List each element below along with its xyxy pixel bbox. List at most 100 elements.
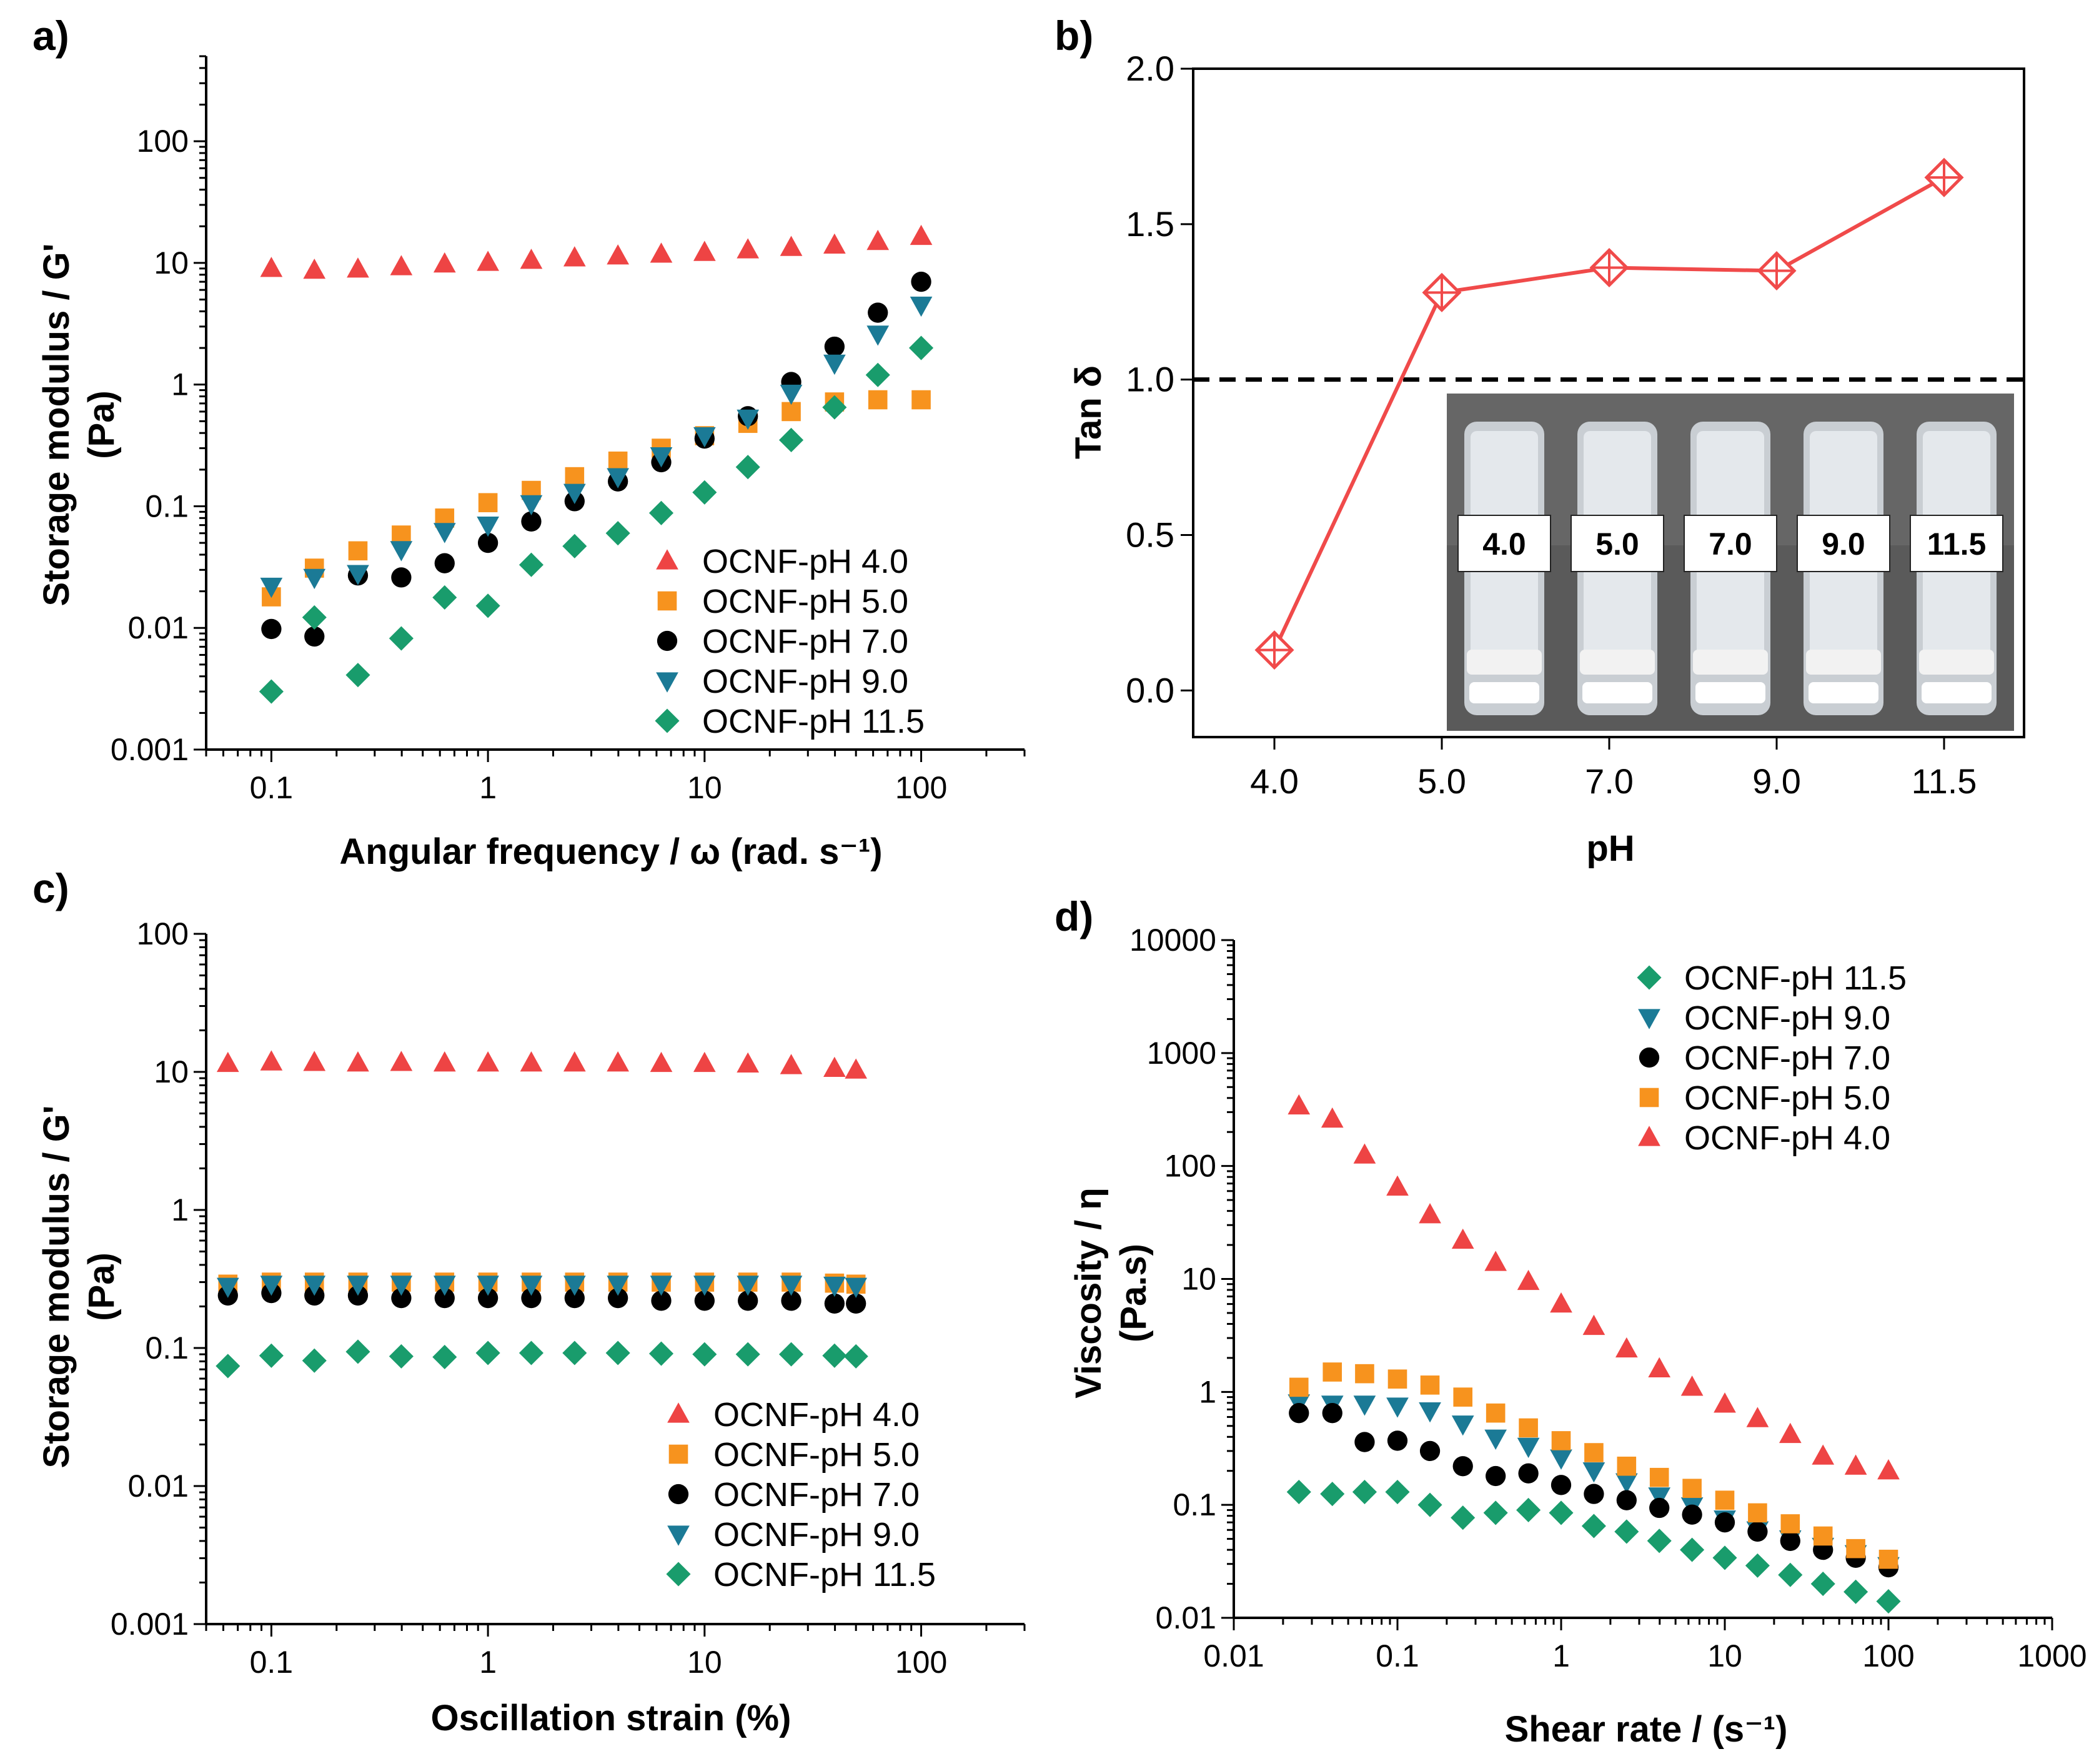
vial-liquid-band <box>1467 650 1542 675</box>
data-point <box>475 1340 500 1365</box>
panel-c-label: c) <box>32 865 69 911</box>
data-point <box>1451 1415 1474 1436</box>
data-point <box>1714 1512 1735 1533</box>
data-point <box>477 1276 499 1296</box>
tan-delta-data-point <box>1924 157 1964 197</box>
y-tick-label: 0.1 <box>145 488 189 523</box>
data-point <box>434 553 455 573</box>
data-point <box>1780 1530 1800 1551</box>
data-point <box>1387 1369 1407 1389</box>
panel-d-label: d) <box>1054 893 1093 939</box>
data-point <box>607 468 629 488</box>
panel-d-y-axis-unit: (Pa.s) <box>1113 1244 1154 1342</box>
vial-label-text: 4.0 <box>1482 527 1526 562</box>
y-tick-label: 0.001 <box>111 1607 189 1642</box>
legend-label: OCNF-pH 11.5 <box>1684 959 1907 997</box>
legend-label: OCNF-pH 9.0 <box>1684 999 1890 1037</box>
vial-liquid-band <box>1693 650 1768 675</box>
data-point <box>304 626 325 647</box>
vial-label-box <box>1684 515 1777 572</box>
panel-d-chart: 0.01 0.1 1 10 100 1000 10000 0.01 0.1 1 10 100 1000 O… <box>1054 893 2087 1750</box>
data-point <box>1419 1203 1441 1224</box>
x-tick-label: 10 <box>687 770 722 805</box>
data-point <box>1647 1529 1672 1553</box>
data-point <box>1649 1467 1669 1487</box>
legend-marker <box>1638 1126 1660 1146</box>
data-point <box>1615 1337 1638 1358</box>
data-point <box>1551 1475 1572 1495</box>
x-tick-label: 100 <box>895 1645 947 1680</box>
x-tick-label: 0.1 <box>1376 1638 1419 1673</box>
data-point <box>735 1342 760 1367</box>
data-point <box>1582 1462 1605 1483</box>
y-tick-label: 0.1 <box>145 1330 189 1365</box>
panel-b-y-axis-title: Tan δ <box>1068 365 1109 459</box>
data-point <box>1648 1357 1671 1378</box>
data-point <box>693 427 716 448</box>
data-point <box>843 1344 868 1369</box>
data-point <box>1614 1519 1639 1544</box>
data-point <box>1354 1432 1375 1452</box>
legend-label: OCNF-pH 9.0 <box>702 663 908 700</box>
data-point <box>391 567 412 588</box>
data-point <box>1320 1482 1345 1507</box>
data-point <box>846 1293 866 1314</box>
y-tick-label: 10 <box>154 245 189 280</box>
data-point <box>434 1287 455 1309</box>
data-point <box>1682 1479 1702 1499</box>
data-point <box>1288 1094 1311 1115</box>
data-point <box>1322 1362 1342 1382</box>
panel-c-x-axis-title: Oscillation strain (%) <box>431 1698 791 1738</box>
data-point <box>607 244 629 265</box>
data-point <box>520 1051 543 1072</box>
data-point <box>778 1342 804 1367</box>
data-point <box>868 302 888 323</box>
legend-marker <box>657 591 677 611</box>
data-point <box>1419 1440 1441 1462</box>
data-point <box>693 1051 716 1073</box>
legend-label: OCNF-pH 7.0 <box>713 1476 920 1514</box>
series-ph-9-0 <box>216 1276 868 1298</box>
legend-label: OCNF-pH 9.0 <box>713 1516 920 1553</box>
data-point <box>1483 1500 1508 1525</box>
tan-delta-data-point <box>1589 247 1629 288</box>
legend-marker <box>1639 1088 1659 1107</box>
data-point <box>1517 1269 1540 1291</box>
x-tick-label: 10 <box>1707 1638 1742 1673</box>
y-tick-label: 10 <box>154 1054 189 1089</box>
data-point <box>650 447 673 468</box>
data-point <box>1484 1429 1507 1450</box>
data-point <box>608 451 628 471</box>
x-tick-label: 1 <box>479 1645 497 1680</box>
data-point <box>391 1287 412 1309</box>
data-point <box>564 1287 585 1309</box>
x-tick-label: 100 <box>895 770 947 805</box>
data-point <box>478 493 498 513</box>
data-point <box>562 533 587 558</box>
data-point <box>433 523 456 543</box>
data-point <box>648 500 674 525</box>
y-tick-label: 1000 <box>1147 1036 1216 1071</box>
data-point <box>1843 1579 1868 1604</box>
legend-marker <box>656 549 678 570</box>
data-point <box>1615 1473 1638 1494</box>
data-point <box>866 325 890 346</box>
data-point <box>1846 1539 1865 1558</box>
data-point <box>910 224 933 245</box>
data-point <box>347 257 369 278</box>
y-tick-label: 2.0 <box>1126 49 1174 88</box>
data-point <box>302 605 327 630</box>
data-point <box>866 229 890 250</box>
data-point <box>780 1276 803 1296</box>
data-point <box>1682 1504 1702 1525</box>
data-point <box>477 517 499 537</box>
data-point <box>259 679 284 704</box>
x-tick-label: 1 <box>479 770 497 805</box>
data-point <box>390 255 413 275</box>
data-point <box>347 565 369 585</box>
data-point <box>911 271 931 292</box>
tan-delta-data-point <box>1757 250 1797 291</box>
